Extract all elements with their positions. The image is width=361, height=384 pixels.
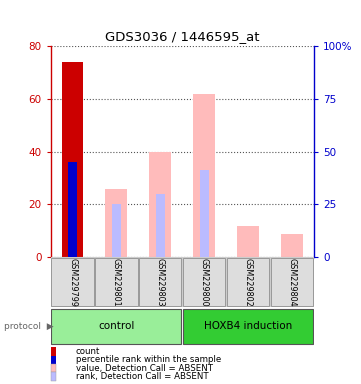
Bar <box>193 94 215 257</box>
Bar <box>51 258 93 306</box>
Bar <box>183 309 313 344</box>
Text: rank, Detection Call = ABSENT: rank, Detection Call = ABSENT <box>76 372 208 381</box>
Text: protocol  ▶: protocol ▶ <box>4 322 53 331</box>
Text: count: count <box>76 347 100 356</box>
Text: percentile rank within the sample: percentile rank within the sample <box>76 355 221 364</box>
Bar <box>183 258 225 306</box>
Bar <box>271 258 313 306</box>
Text: GSM229802: GSM229802 <box>244 258 253 306</box>
Bar <box>95 258 138 306</box>
Bar <box>68 162 77 257</box>
Text: value, Detection Call = ABSENT: value, Detection Call = ABSENT <box>76 364 213 373</box>
Text: control: control <box>98 321 135 331</box>
Bar <box>139 258 182 306</box>
Text: GSM229799: GSM229799 <box>68 258 77 307</box>
Text: GSM229803: GSM229803 <box>156 258 165 306</box>
Bar <box>149 152 171 257</box>
Bar <box>112 204 121 257</box>
Text: GSM229804: GSM229804 <box>288 258 297 306</box>
Bar <box>61 62 83 257</box>
Title: GDS3036 / 1446595_at: GDS3036 / 1446595_at <box>105 30 260 43</box>
Bar <box>281 233 303 257</box>
Bar <box>227 258 269 306</box>
Bar <box>200 170 209 257</box>
Bar <box>105 189 127 257</box>
Text: GSM229801: GSM229801 <box>112 258 121 306</box>
Bar <box>156 194 165 257</box>
Bar <box>237 226 259 257</box>
Text: HOXB4 induction: HOXB4 induction <box>204 321 292 331</box>
Bar <box>51 309 182 344</box>
Text: GSM229800: GSM229800 <box>200 258 209 306</box>
